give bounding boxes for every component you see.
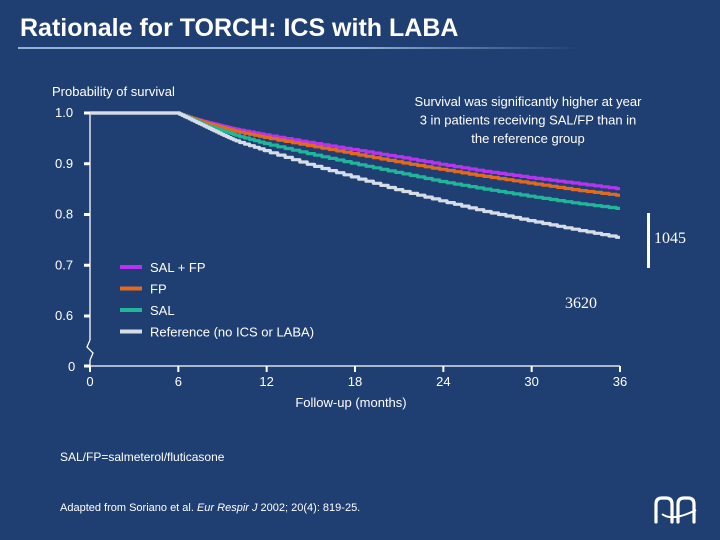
- y-tick-label: 0: [68, 359, 75, 374]
- y-tick-mark: [84, 111, 90, 115]
- tick-labels: 1.0 0.9 0.8 0.7 0.6 00 6 12 18 24 30 36: [55, 105, 627, 389]
- bracket-1045: [647, 213, 650, 268]
- citation-journal: Eur Respir J: [196, 502, 258, 514]
- y-axis-label: Probability of survival: [52, 84, 175, 99]
- annotation-line: the reference group: [471, 131, 584, 146]
- x-tick-label: 0: [86, 374, 93, 389]
- y-tick-label: 0.7: [55, 257, 73, 272]
- x-axis-label: Follow-up (months): [295, 395, 406, 410]
- legend-entry-label: FP: [150, 282, 167, 297]
- y-tick-mark: [84, 162, 90, 166]
- legend-entry-label: SAL + FP: [150, 260, 206, 275]
- bracket-label: 1045: [654, 230, 686, 247]
- series-line: [90, 111, 620, 239]
- x-tick-mark: [619, 366, 621, 372]
- y-tick-label: 0.8: [55, 207, 73, 222]
- y-tick-mark: [84, 364, 90, 368]
- legend-entry-label: SAL: [150, 303, 175, 318]
- annotation-line: Survival was significantly higher at yea…: [415, 94, 643, 109]
- medical-education-network-logo: [654, 496, 697, 524]
- y-tick-mark: [84, 213, 90, 216]
- x-tick-label: 36: [613, 374, 627, 389]
- x-tick-mark: [89, 366, 91, 372]
- citation-prefix: Adapted from Soriano et al.: [60, 502, 197, 514]
- bracket-bar: [647, 213, 650, 268]
- x-tick-mark: [265, 366, 268, 372]
- x-tick-label: 6: [175, 374, 182, 389]
- citation-suffix: 2002; 20(4): 819-25.: [257, 502, 361, 514]
- x-tick-label: 30: [524, 374, 538, 389]
- y-tick-mark: [84, 314, 90, 318]
- legend-entry-label: Reference (no ICS or LABA): [150, 325, 314, 340]
- x-tick-mark: [177, 366, 180, 372]
- series-lines: [90, 111, 620, 239]
- y-tick-label: 1.0: [55, 105, 73, 120]
- abbreviation-footnote: SAL/FP=salmeterol/fluticasone: [60, 450, 225, 464]
- chart-axes: [84, 111, 621, 372]
- x-tick-mark: [354, 366, 356, 372]
- slide-title: Rationale for TORCH: ICS with LABA: [20, 14, 459, 42]
- y-tick-label: 0.6: [55, 308, 73, 323]
- annotation-line: 3 in patients receiving SAL/FP than in: [420, 113, 637, 128]
- annotation-text: Survival was significantly higher at yea…: [415, 94, 643, 146]
- x-tick-mark: [530, 366, 533, 372]
- x-tick-label: 24: [436, 374, 450, 389]
- patient-count-label: 3620: [565, 295, 597, 312]
- source-citation: Adapted from Soriano et al. Eur Respir J…: [60, 502, 360, 514]
- title-underline: [18, 47, 578, 49]
- y-tick-mark: [84, 263, 90, 267]
- chart-legend: SAL + FP FP SAL Reference (no ICS or LABA): [120, 260, 314, 340]
- x-tick-label: 12: [259, 374, 273, 389]
- y-axis-break: [86, 339, 94, 361]
- x-tick-label: 18: [348, 374, 362, 389]
- x-tick-mark: [442, 366, 445, 372]
- y-tick-label: 0.9: [55, 156, 73, 171]
